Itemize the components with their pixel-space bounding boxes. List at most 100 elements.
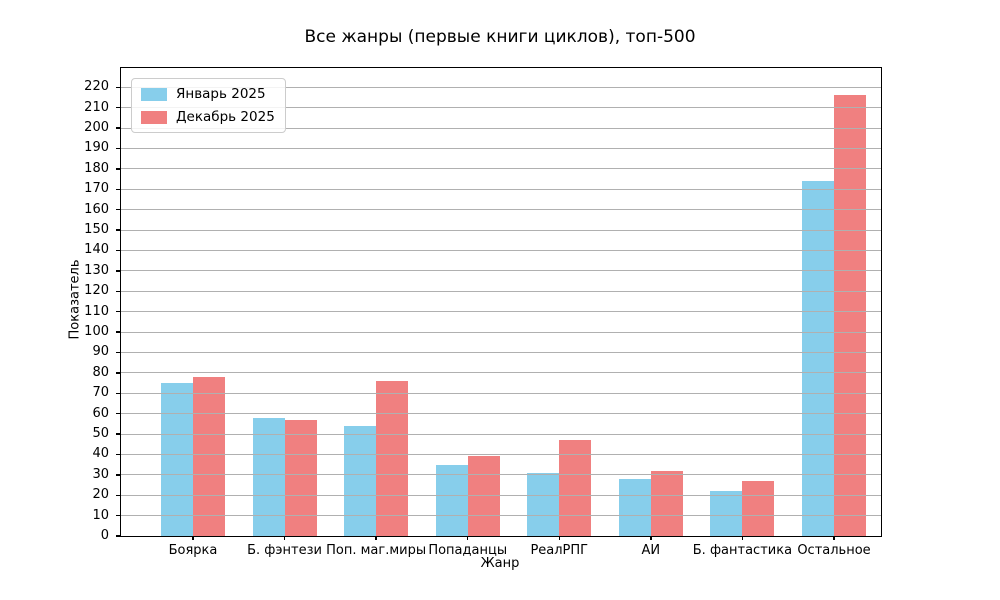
bar-series0-1 xyxy=(252,417,285,536)
x-tick-mark xyxy=(833,536,835,540)
y-tick-mark xyxy=(116,474,120,476)
y-tick-label: 210 xyxy=(84,99,109,115)
bar-series0-3 xyxy=(435,464,468,536)
y-tick-mark xyxy=(116,535,120,537)
y-tick-label: 110 xyxy=(84,303,109,319)
x-tick-label: Б. фантастика xyxy=(692,543,793,558)
x-tick-mark xyxy=(283,536,286,540)
bar-series0-6 xyxy=(710,491,743,536)
y-tick-mark xyxy=(116,229,120,231)
plot-area: 0 10 20 30 40 50 60 70 80 90 100 110 120 130 140 150 160… xyxy=(84,67,882,558)
bar-series1-2 xyxy=(376,381,409,536)
y-tick-label: 160 xyxy=(84,201,109,217)
gridline xyxy=(121,188,881,190)
x-tick-label: Попаданцы xyxy=(428,543,508,558)
gridline xyxy=(121,249,881,251)
y-tick-label: 180 xyxy=(84,160,109,176)
y-tick-label: 120 xyxy=(84,283,109,299)
y-tick-mark xyxy=(116,453,120,456)
x-tick-mark xyxy=(558,536,560,540)
bar-series0-7 xyxy=(801,181,834,536)
y-tick-label: 20 xyxy=(92,487,109,503)
x-tick-mark xyxy=(375,536,377,540)
gridline xyxy=(121,515,881,517)
legend-label: Декабрь 2025 xyxy=(176,109,275,125)
y-tick-label: 80 xyxy=(92,364,109,380)
y-tick-mark xyxy=(116,147,120,150)
x-tick-label: Поп. маг.миры xyxy=(326,543,427,558)
bar-series1-7 xyxy=(833,95,866,536)
y-tick-label: 0 xyxy=(100,528,109,543)
y-tick-mark xyxy=(116,351,120,354)
gridline xyxy=(121,270,881,272)
bar-series1-3 xyxy=(467,456,500,536)
gridline xyxy=(121,147,881,149)
bar-series1-6 xyxy=(742,480,775,536)
x-tick-label: Остальное xyxy=(797,543,871,558)
y-tick-mark xyxy=(116,208,120,211)
y-tick-label: 30 xyxy=(92,466,109,482)
bar-series1-1 xyxy=(284,419,317,536)
legend-item: Декабрь 2025 xyxy=(141,109,275,125)
gridline xyxy=(121,86,881,88)
gridline xyxy=(121,433,881,435)
y-tick-mark xyxy=(116,494,120,496)
gridline xyxy=(121,107,881,109)
gridline xyxy=(121,453,881,455)
gridline xyxy=(121,351,881,353)
bar-series1-5 xyxy=(650,470,683,536)
y-tick-label: 130 xyxy=(84,262,109,278)
y-tick-label: 60 xyxy=(92,405,109,421)
gridline xyxy=(121,168,881,170)
gridline xyxy=(121,209,881,211)
y-tick-mark xyxy=(116,331,120,333)
y-tick-mark xyxy=(116,514,120,517)
y-tick-mark xyxy=(116,127,120,129)
gridline xyxy=(121,127,881,129)
x-tick-mark xyxy=(192,536,194,540)
y-tick-mark xyxy=(116,412,120,415)
legend-item: Январь 2025 xyxy=(141,86,275,102)
gridline xyxy=(121,392,881,394)
gridline xyxy=(121,413,881,415)
y-tick-mark xyxy=(116,310,120,313)
legend: Январь 2025 Декабрь 2025 xyxy=(131,78,286,133)
y-tick-label: 70 xyxy=(92,385,109,401)
bar-series0-2 xyxy=(344,425,377,536)
y-tick-mark xyxy=(116,168,120,170)
y-tick-mark xyxy=(116,290,120,292)
y-tick-mark xyxy=(116,86,120,88)
gridline xyxy=(121,229,881,231)
legend-swatch-december xyxy=(141,110,167,124)
x-tick-mark xyxy=(650,536,652,540)
x-tick-label: РеалРПГ xyxy=(530,543,589,558)
y-tick-label: 190 xyxy=(84,140,109,156)
x-tick-mark xyxy=(741,536,744,540)
x-tick-label: Б. фэнтези xyxy=(247,543,322,558)
y-tick-label: 50 xyxy=(92,426,109,442)
bar-series1-4 xyxy=(559,440,592,536)
y-tick-mark xyxy=(116,249,120,252)
bar-series0-5 xyxy=(618,478,651,536)
y-tick-label: 200 xyxy=(84,120,109,136)
gridline xyxy=(121,331,881,333)
legend-swatch-january xyxy=(141,87,167,101)
y-tick-label: 150 xyxy=(84,222,109,238)
y-tick-mark xyxy=(116,372,120,374)
bar-series0-0 xyxy=(161,383,193,536)
y-tick-mark xyxy=(116,270,120,272)
y-tick-mark xyxy=(116,392,120,394)
y-tick-label: 220 xyxy=(84,79,109,95)
y-tick-label: 170 xyxy=(84,181,109,197)
x-axis-label: Жанр xyxy=(480,556,520,571)
bar-series1-0 xyxy=(193,376,225,536)
y-tick-mark xyxy=(116,107,120,109)
gridline xyxy=(121,372,881,374)
x-tick-mark xyxy=(467,536,469,540)
chart-title: Все жанры (первые книги циклов), топ-500 xyxy=(304,27,696,47)
y-tick-label: 40 xyxy=(92,446,109,462)
x-tick-label: АИ xyxy=(641,543,661,558)
x-tick-label: Боярка xyxy=(168,543,218,558)
y-tick-mark xyxy=(116,188,120,190)
